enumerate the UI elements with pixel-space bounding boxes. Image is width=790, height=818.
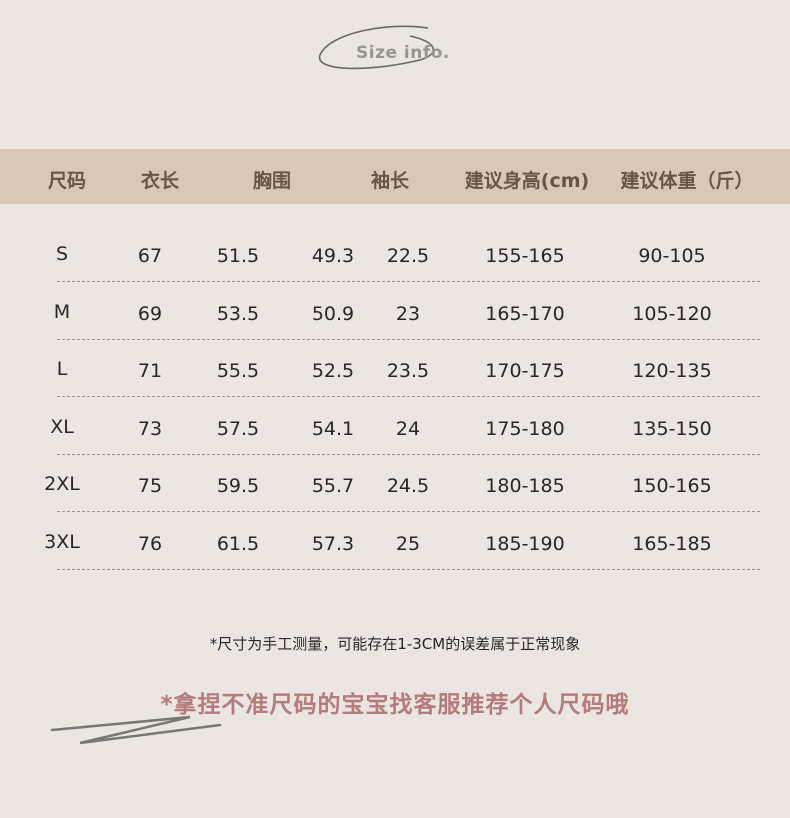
table-cell: 61.5 — [216, 532, 260, 555]
table-cell: 55.5 — [216, 360, 260, 382]
table-cell: 49.3 — [311, 245, 355, 267]
table-cell: 185-190 — [485, 532, 565, 555]
row-divider — [57, 396, 760, 397]
header-cell: 尺码 — [47, 170, 87, 192]
table-cell: 165-185 — [632, 532, 712, 555]
table-header — [0, 149, 790, 204]
header-cell: 建议身高(cm) — [464, 170, 590, 192]
header-cell: 胸围 — [252, 170, 292, 192]
size-label: 2XL — [44, 473, 80, 495]
header-cell: 袖长 — [370, 170, 410, 192]
table-cell: 170-175 — [485, 360, 565, 382]
table-cell: 71 — [137, 360, 163, 382]
table-cell: 120-135 — [632, 360, 712, 382]
table-cell: 105-120 — [632, 302, 712, 325]
size-label: S — [55, 243, 69, 265]
size-advice-tip: *拿捏不准尺码的宝宝找客服推荐个人尺码哦 — [160, 692, 630, 718]
size-label: XL — [50, 415, 74, 438]
table-cell: 50.9 — [311, 302, 355, 325]
row-divider — [57, 338, 760, 340]
table-cell: 57.5 — [216, 417, 260, 440]
table-cell: 150-165 — [632, 475, 712, 497]
row-divider — [57, 568, 760, 570]
table-cell: 24.5 — [386, 475, 430, 497]
table-cell: 25 — [395, 532, 421, 555]
header-cell: 衣长 — [140, 170, 180, 192]
table-cell: 67 — [137, 245, 163, 267]
table-cell: 53.5 — [216, 302, 260, 325]
table-cell: 59.5 — [216, 475, 260, 497]
measurement-note: *尺寸为手工测量，可能存在1-3CM的误差属于正常现象 — [209, 635, 581, 653]
table-cell: 90-105 — [638, 245, 706, 267]
table-cell: 23.5 — [386, 360, 430, 382]
table-cell: 55.7 — [311, 475, 355, 497]
table-cell: 23 — [395, 302, 421, 325]
size-label: 3XL — [44, 530, 80, 553]
table-cell: 165-170 — [485, 302, 565, 325]
table-cell: 135-150 — [632, 417, 712, 440]
table-cell: 73 — [137, 417, 163, 440]
size-label: M — [53, 300, 71, 323]
size-label: L — [56, 358, 68, 380]
size-info-title: Size info. — [356, 43, 450, 63]
table-cell: 76 — [137, 532, 163, 555]
table-cell: 57.3 — [311, 532, 355, 555]
table-cell: 75 — [137, 475, 163, 497]
row-divider — [57, 281, 760, 282]
table-cell: 22.5 — [386, 245, 430, 267]
row-divider — [57, 453, 760, 455]
table-cell: 51.5 — [216, 245, 260, 267]
table-cell: 175-180 — [485, 417, 565, 440]
table-cell: 69 — [137, 302, 163, 325]
table-cell: 54.1 — [311, 417, 355, 440]
scribble-underline-icon — [50, 715, 222, 745]
header-cell: 建议体重（斤） — [620, 170, 754, 192]
table-cell: 180-185 — [485, 475, 565, 497]
table-cell: 24 — [395, 417, 421, 440]
scribble-circle-icon — [318, 25, 434, 70]
row-divider — [57, 511, 760, 512]
table-cell: 155-165 — [485, 245, 565, 267]
table-cell: 52.5 — [311, 360, 355, 382]
